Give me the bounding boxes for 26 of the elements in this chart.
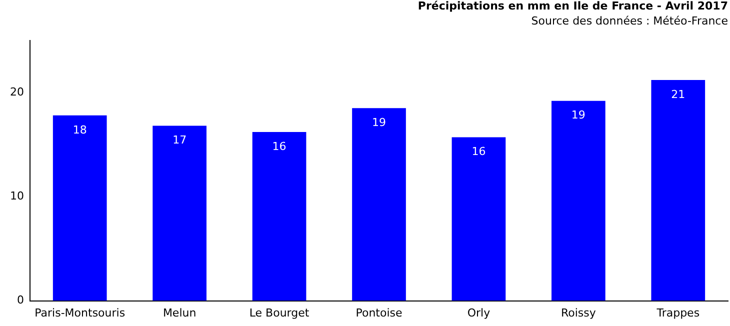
- y-tick-label: 0: [16, 294, 24, 307]
- x-tick-label: Pontoise: [356, 306, 402, 320]
- data-label: 17: [172, 134, 187, 147]
- data-label: 16: [272, 140, 286, 153]
- x-tick-label: Le Bourget: [249, 306, 310, 320]
- bar: [52, 115, 107, 301]
- data-label: 19: [571, 108, 586, 122]
- x-tick-label: Roissy: [560, 306, 596, 320]
- bar: [252, 132, 306, 301]
- x-tick-label: Orly: [467, 306, 491, 320]
- x-tick-label: Paris-Montsouris: [34, 306, 126, 320]
- data-label: 18: [72, 123, 87, 136]
- chart-title: Précipitations en mm en Ile de France - Avril 2017: [418, 0, 728, 12]
- x-tick-label: Melun: [162, 306, 196, 320]
- bar: [352, 108, 406, 301]
- data-label: 16: [472, 145, 486, 158]
- y-tick-label: 10: [10, 190, 24, 202]
- y-tick-label: 20: [10, 85, 24, 98]
- bar: [152, 126, 206, 301]
- x-tick-label: Trappes: [656, 306, 700, 320]
- data-label: 19: [372, 116, 386, 129]
- bar: [651, 80, 706, 301]
- bar: [552, 100, 606, 301]
- bar: [452, 137, 506, 301]
- chart-subtitle: Source des données : Météo-France: [531, 14, 728, 28]
- data-label: 21: [671, 88, 686, 101]
